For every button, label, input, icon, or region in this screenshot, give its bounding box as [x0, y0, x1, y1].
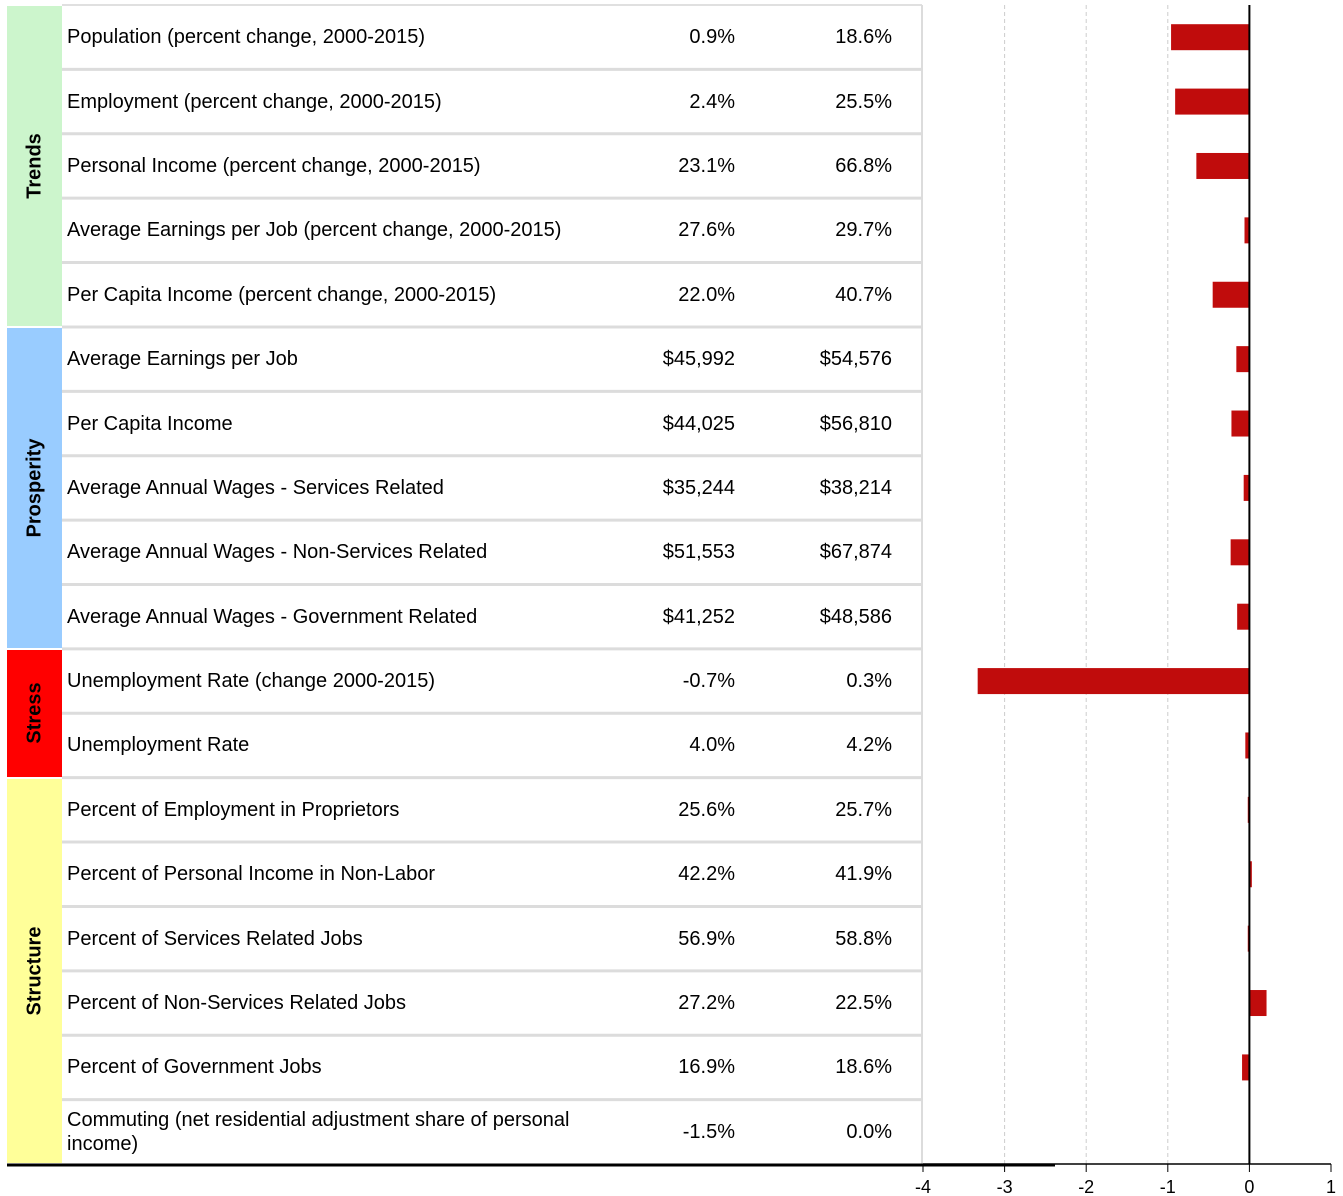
- cell-value: 27.2%: [678, 992, 735, 1015]
- row-label: Unemployment Rate (change 2000-2015): [67, 670, 435, 693]
- row-label: Commuting (net residential adjustment sh…: [67, 1108, 570, 1155]
- group-name: Structure: [23, 926, 45, 1016]
- group-name: Trends: [23, 133, 45, 199]
- cell-value: 18.6%: [835, 1056, 892, 1079]
- bar: [1212, 281, 1250, 308]
- group-label: Prosperity: [7, 327, 62, 648]
- cell-value: 40.7%: [835, 283, 892, 306]
- cell-value: 0.0%: [846, 1120, 892, 1143]
- cell-value: $44,025: [662, 412, 735, 435]
- cell-value: $35,244: [662, 476, 735, 499]
- bar: [1231, 410, 1250, 437]
- cell-value: 4.0%: [689, 734, 735, 757]
- cell-value: $48,586: [819, 605, 892, 628]
- cell-value: 66.8%: [835, 154, 892, 177]
- bar: [1244, 217, 1250, 244]
- cell-value: 41.9%: [835, 863, 892, 886]
- row-label: Average Annual Wages - Services Related: [67, 476, 444, 499]
- bar: [1237, 603, 1250, 630]
- x-tick-label: -2: [1078, 1177, 1094, 1196]
- cell-value: 56.9%: [678, 927, 735, 950]
- cell-value: 25.7%: [835, 798, 892, 821]
- group-label: Stress: [7, 649, 62, 777]
- x-tick-label: -3: [997, 1177, 1013, 1196]
- cell-value: 16.9%: [678, 1056, 735, 1079]
- cell-value: 0.3%: [846, 670, 892, 693]
- cell-value: $54,576: [819, 348, 892, 371]
- group-name: Prosperity: [23, 438, 45, 538]
- row-label: Percent of Personal Income in Non-Labor: [67, 863, 435, 886]
- row-label: Employment (percent change, 2000-2015): [67, 90, 442, 113]
- x-tick-label: -4: [915, 1177, 931, 1196]
- cell-value: 18.6%: [835, 26, 892, 49]
- row-label: Population (percent change, 2000-2015): [67, 26, 426, 49]
- cell-value: 42.2%: [678, 863, 735, 886]
- cell-value: $67,874: [819, 541, 892, 564]
- row-label: Percent of Services Related Jobs: [67, 927, 363, 950]
- group-label: Trends: [7, 6, 62, 326]
- cell-value: $56,810: [819, 412, 892, 435]
- group-label: Structure: [7, 778, 62, 1163]
- cell-value: 22.5%: [835, 992, 892, 1015]
- row-label: Personal Income (percent change, 2000-20…: [67, 154, 481, 177]
- bar: [1196, 152, 1250, 179]
- x-tick-label: 0: [1244, 1177, 1254, 1196]
- cell-value: $51,553: [662, 541, 735, 564]
- row-label: Percent of Employment in Proprietors: [67, 798, 400, 821]
- cell-value: 0.9%: [689, 26, 735, 49]
- bar: [1243, 474, 1250, 501]
- row-label: Average Earnings per Job (percent change…: [67, 219, 562, 242]
- bar: [1175, 88, 1250, 115]
- x-tick-label: 1: [1326, 1177, 1336, 1196]
- cell-value: 25.6%: [678, 798, 735, 821]
- cell-value: 29.7%: [835, 219, 892, 242]
- cell-value: 58.8%: [835, 927, 892, 950]
- cell-value: 23.1%: [678, 154, 735, 177]
- cell-value: 22.0%: [678, 283, 735, 306]
- row-label: Percent of Non-Services Related Jobs: [67, 992, 407, 1015]
- cell-value: 27.6%: [678, 219, 735, 242]
- cell-value: 25.5%: [835, 90, 892, 113]
- row-label: Unemployment Rate: [67, 734, 250, 757]
- row-label: Percent of Government Jobs: [67, 1056, 322, 1079]
- row-label: Per Capita Income: [67, 412, 233, 435]
- cell-value: 2.4%: [689, 90, 735, 113]
- bar: [1236, 346, 1250, 373]
- row-label: Average Earnings per Job: [67, 348, 298, 371]
- cell-value: $38,214: [819, 476, 892, 499]
- cell-value: $41,252: [662, 605, 735, 628]
- bar: [1230, 539, 1250, 566]
- bar: [1245, 732, 1250, 759]
- cell-value: -0.7%: [682, 670, 735, 693]
- cell-value: 4.2%: [846, 734, 892, 757]
- bar: [1249, 861, 1252, 888]
- cell-value: -1.5%: [682, 1120, 735, 1143]
- group-name: Stress: [23, 682, 45, 744]
- bar: [1171, 24, 1250, 51]
- cell-value: $45,992: [662, 348, 735, 371]
- row-label: Average Annual Wages - Non-Services Rela…: [67, 541, 488, 564]
- x-tick-label: -1: [1160, 1177, 1176, 1196]
- bar: [1242, 1054, 1250, 1081]
- row-label: Per Capita Income (percent change, 2000-…: [67, 283, 497, 306]
- bar: [1249, 990, 1267, 1017]
- bar: [977, 668, 1250, 695]
- row-label: Average Annual Wages - Government Relate…: [67, 605, 478, 628]
